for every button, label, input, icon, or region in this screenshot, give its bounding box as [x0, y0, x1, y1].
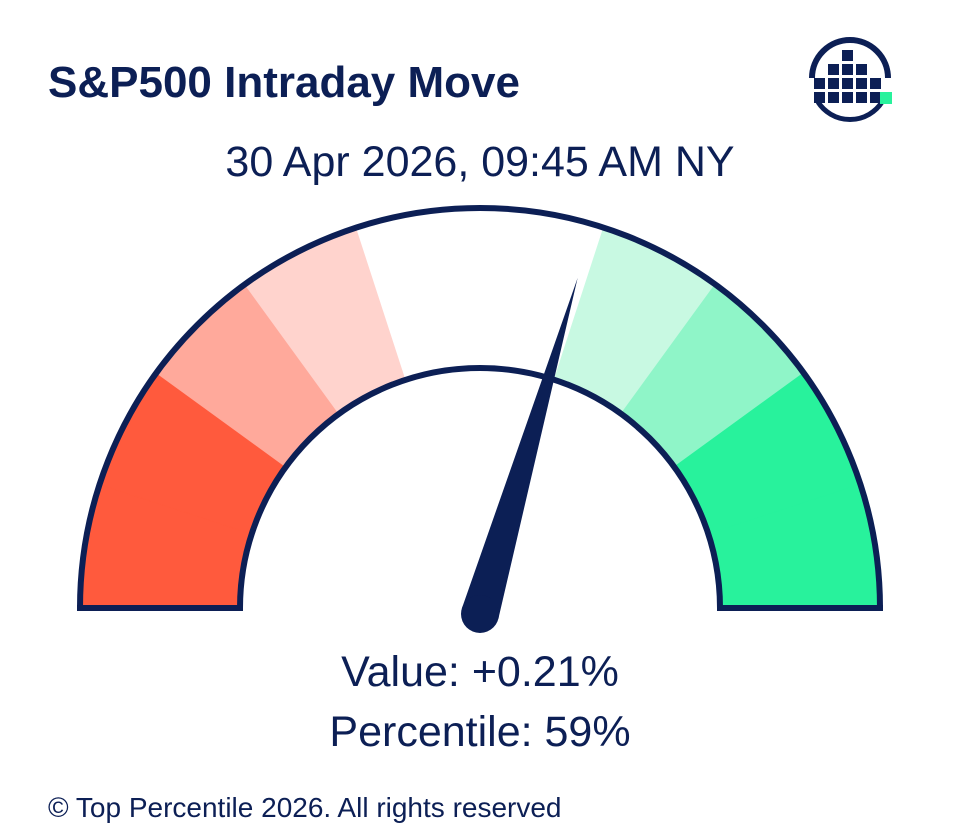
gauge-needle-hub	[461, 595, 499, 633]
copyright-footer: © Top Percentile 2026. All rights reserv…	[48, 792, 562, 823]
percentile-readout: Percentile: 59%	[329, 708, 631, 756]
gauge-needle-pointer	[461, 277, 578, 620]
gauge-outline	[77, 205, 883, 611]
top-percentile-logo-icon	[809, 37, 892, 122]
gauge-inner-arc	[237, 365, 723, 609]
chart-title: S&P500 Intraday Move	[48, 58, 520, 107]
gauge-outer-arc	[77, 205, 883, 609]
chart-subtitle: 30 Apr 2026, 09:45 AM NY	[225, 138, 735, 186]
gauge-needle	[461, 277, 578, 633]
gauge-bands	[79, 207, 881, 609]
value-readout: Value: +0.21%	[341, 648, 619, 696]
